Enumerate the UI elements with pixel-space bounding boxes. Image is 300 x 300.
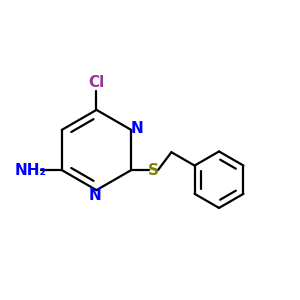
- Text: N: N: [130, 121, 143, 136]
- Text: NH₂: NH₂: [14, 163, 46, 178]
- Text: S: S: [148, 163, 159, 178]
- Text: N: N: [88, 188, 101, 203]
- Text: Cl: Cl: [88, 75, 105, 90]
